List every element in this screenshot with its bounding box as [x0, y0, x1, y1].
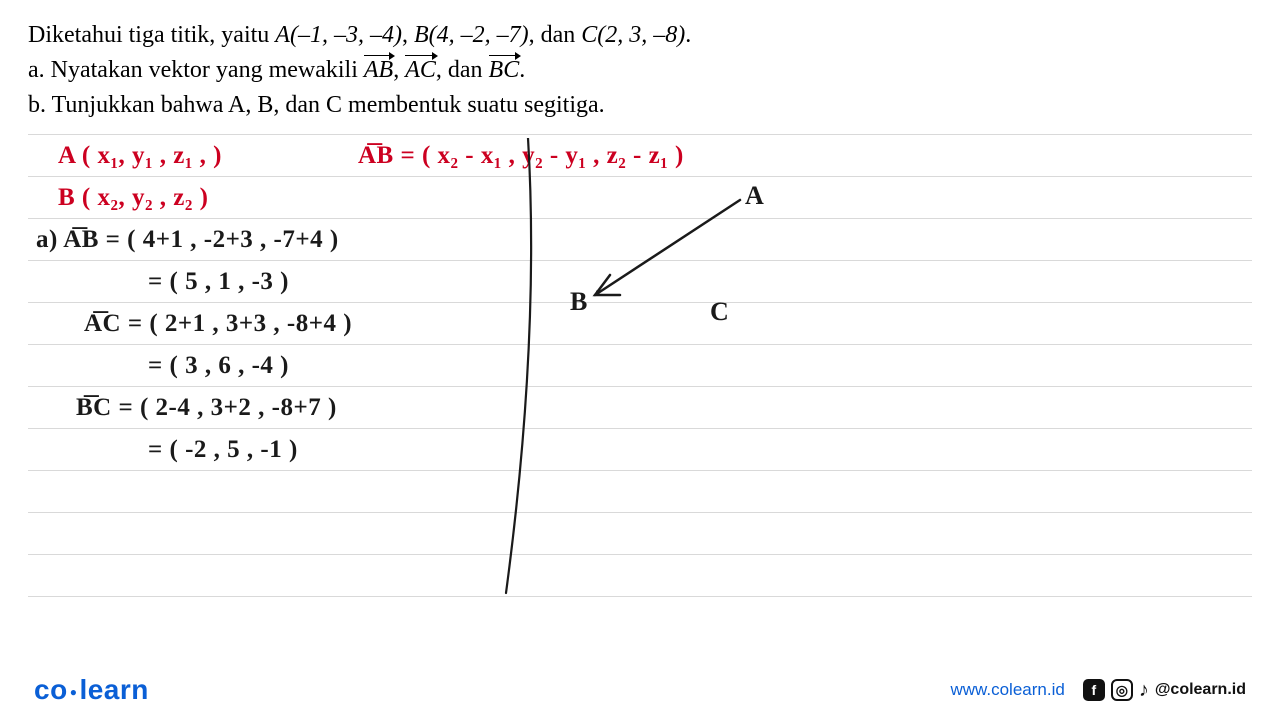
handwritten-line: = ( -2 , 5 , -1 )	[148, 436, 298, 464]
brand-left: co	[34, 674, 68, 705]
tiktok-icon: ♪	[1139, 679, 1149, 702]
rule-line	[28, 302, 1252, 303]
rule-line	[28, 176, 1252, 177]
handwritten-line: = ( 5 , 1 , -3 )	[148, 268, 289, 296]
footer-right: www.colearn.id f ◎ ♪ @colearn.id	[950, 679, 1246, 702]
problem-part-a: a. Nyatakan vektor yang mewakili AB, AC,…	[28, 53, 1252, 88]
rule-line	[28, 386, 1252, 387]
handwritten-line: = ( 3 , 6 , -4 )	[148, 352, 289, 380]
handwritten-line: A ( x₁, y₁ , z₁ , )	[58, 142, 222, 170]
part-a-marker: a.	[28, 57, 45, 83]
vector-AC: AC	[405, 53, 436, 88]
point-C: C(2, 3, –8)	[581, 22, 685, 48]
social-icons: f ◎ ♪ @colearn.id	[1083, 679, 1246, 702]
instagram-icon: ◎	[1111, 679, 1133, 701]
point-B: B(4, –2, –7)	[414, 22, 529, 48]
worked-solution: A ( x₁, y₁ , z₁ , ) A͞B = ( x₂ - x₁ , y₂ …	[28, 130, 1252, 650]
rule-line	[28, 470, 1252, 471]
facebook-icon: f	[1083, 679, 1105, 701]
problem-part-b: b. Tunjukkan bahwa A, B, dan C membentuk…	[28, 88, 1252, 123]
handwritten-line: B ( x₂, y₂ , z₂ )	[58, 184, 208, 212]
vector-AB: AB	[364, 53, 393, 88]
footer-url: www.colearn.id	[950, 680, 1064, 700]
vector-BC: BC	[489, 53, 520, 88]
rule-line	[28, 134, 1252, 135]
rule-line	[28, 554, 1252, 555]
handwritten-line: A͞B = ( x₂ - x₁ , y₂ - y₁ , z₂ - z₁ )	[358, 142, 684, 170]
rule-line	[28, 596, 1252, 597]
problem-statement: Diketahui tiga titik, yaitu A(–1, –3, –4…	[0, 0, 1280, 122]
footer: co●learn www.colearn.id f ◎ ♪ @colearn.i…	[0, 660, 1280, 720]
rule-line	[28, 260, 1252, 261]
problem-intro: Diketahui tiga titik, yaitu A(–1, –3, –4…	[28, 18, 1252, 53]
handwritten-line: A͞C = ( 2+1 , 3+3 , -8+4 )	[84, 310, 352, 338]
brand-dot-icon: ●	[70, 685, 78, 699]
rule-line	[28, 344, 1252, 345]
rule-line	[28, 218, 1252, 219]
part-b-text: Tunjukkan bahwa A, B, dan C membentuk su…	[52, 92, 605, 118]
handwritten-line: a) A͞B = ( 4+1 , -2+3 , -7+4 )	[36, 226, 339, 254]
social-handle: @colearn.id	[1155, 681, 1246, 699]
rule-line	[28, 512, 1252, 513]
brand-logo: co●learn	[34, 674, 149, 706]
intro-prefix: Diketahui tiga titik, yaitu	[28, 22, 275, 48]
handwritten-line: B͞C = ( 2-4 , 3+2 , -8+7 )	[76, 394, 337, 422]
brand-right: learn	[79, 674, 148, 705]
part-b-marker: b.	[28, 92, 46, 118]
point-A: A(–1, –3, –4)	[275, 22, 402, 48]
rule-line	[28, 428, 1252, 429]
